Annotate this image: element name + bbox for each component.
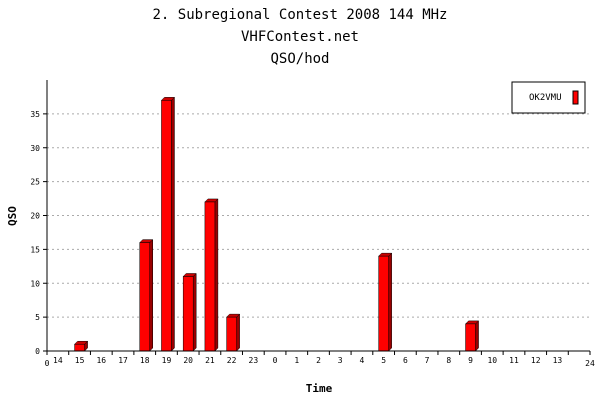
x-tick-label: 3 xyxy=(338,356,343,365)
x-tick-label: 17 xyxy=(118,356,128,365)
y-axis-label: QSO xyxy=(6,206,19,226)
bars xyxy=(73,96,480,352)
x-axis-ticks: 14 15 16 17 18 19 20 21 22 23 0 1 2 3 4 5 6 7 8 9 10 11 12 13 xyxy=(46,351,591,365)
x-axis-label: Time xyxy=(306,382,333,395)
chart-subtitle: VHFContest.net xyxy=(241,29,359,45)
bar-front-face xyxy=(378,255,389,352)
legend: OK2VMU xyxy=(511,81,586,114)
y-tick-label: 15 xyxy=(30,245,40,254)
bar-side-face xyxy=(192,272,197,352)
bar-front-face xyxy=(204,201,216,352)
x-tick-label: 21 xyxy=(205,356,215,365)
bar-front-face xyxy=(161,100,172,352)
bar-front-face xyxy=(226,316,237,352)
x-tick-label: 4 xyxy=(360,356,365,365)
x-tick-label: 7 xyxy=(425,356,430,365)
bar-front-face xyxy=(74,343,85,352)
y-tick-label: 35 xyxy=(30,110,40,119)
y-tick-label: 5 xyxy=(35,313,40,322)
bar-20 xyxy=(182,272,197,352)
x-tick-label: 23 xyxy=(249,356,259,365)
bar-side-face xyxy=(388,252,392,352)
y-tick-label: 25 xyxy=(30,178,40,187)
x-tick-label: 6 xyxy=(403,356,408,365)
x-tick-label: 0 xyxy=(273,356,278,365)
x-tick-label: 5 xyxy=(381,356,386,365)
x-tick-label: 22 xyxy=(227,356,237,365)
x-edge-label-end: 24 xyxy=(585,359,595,368)
bar-side-face xyxy=(475,320,479,352)
x-tick-label: 15 xyxy=(75,356,85,365)
x-tick-label: 19 xyxy=(162,356,172,365)
bar-19 xyxy=(160,96,176,352)
bar-front-face xyxy=(139,242,150,352)
x-tick-label: 18 xyxy=(140,356,150,365)
bar-side-face xyxy=(149,238,153,352)
x-tick-label: 11 xyxy=(509,356,519,365)
x-tick-label: 20 xyxy=(183,356,193,365)
bar-9 xyxy=(464,320,480,352)
bar-side-face xyxy=(171,96,175,352)
x-tick-label: 9 xyxy=(468,356,473,365)
x-tick-label: 14 xyxy=(53,356,63,365)
bar-18 xyxy=(139,238,154,352)
legend-series-label: OK2VMU xyxy=(529,93,562,103)
chart-subtitle-unit: QSO/hod xyxy=(270,51,329,67)
x-tick-label: 8 xyxy=(446,356,451,365)
legend-swatch xyxy=(572,90,579,105)
bar-front-face xyxy=(465,323,476,352)
y-tick-label: 20 xyxy=(30,212,40,221)
x-tick-label: 12 xyxy=(531,356,541,365)
x-edge-label-start: 0 xyxy=(45,359,50,368)
bar-15 xyxy=(73,340,89,352)
y-axis-ticks: 0 5 10 15 20 25 30 35 xyxy=(30,110,47,356)
bar-front-face xyxy=(182,276,194,352)
x-tick-label: 1 xyxy=(294,356,299,365)
x-tick-label: 2 xyxy=(316,356,321,365)
bar-side-face xyxy=(214,198,219,352)
y-tick-label: 0 xyxy=(35,347,40,356)
grid-lines xyxy=(47,113,590,318)
x-tick-label: 13 xyxy=(553,356,563,365)
x-tick-label: 16 xyxy=(96,356,106,365)
bar-22 xyxy=(226,313,241,352)
bar-5 xyxy=(378,252,393,352)
bar-21 xyxy=(204,198,219,352)
x-tick-label: 10 xyxy=(487,356,497,365)
y-tick-label: 10 xyxy=(30,279,40,288)
bar-side-face xyxy=(236,313,240,352)
y-tick-label: 30 xyxy=(30,144,40,153)
chart-title: 2. Subregional Contest 2008 144 MHz xyxy=(152,7,447,23)
